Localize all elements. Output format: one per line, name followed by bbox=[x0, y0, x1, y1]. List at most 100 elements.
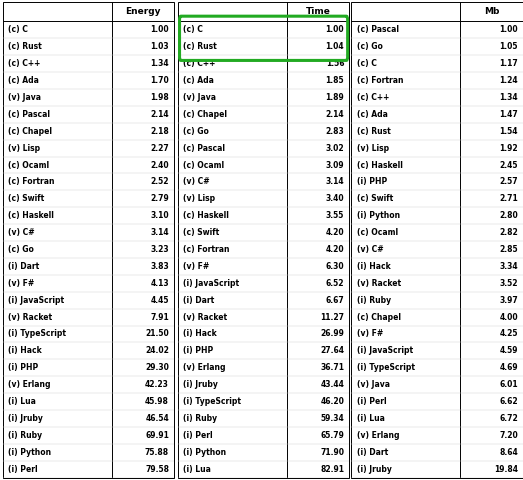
Text: 2.14: 2.14 bbox=[151, 110, 169, 119]
Text: Time: Time bbox=[305, 7, 331, 16]
Text: (i) Dart: (i) Dart bbox=[8, 262, 39, 271]
Text: 6.52: 6.52 bbox=[326, 279, 344, 288]
Text: 21.50: 21.50 bbox=[145, 329, 169, 338]
Text: (v) F#: (v) F# bbox=[357, 329, 383, 338]
Text: 3.97: 3.97 bbox=[499, 296, 518, 305]
Text: (c) Go: (c) Go bbox=[8, 245, 33, 254]
Text: (v) Java: (v) Java bbox=[8, 93, 41, 102]
Text: (v) Erlang: (v) Erlang bbox=[183, 363, 225, 372]
Text: 3.02: 3.02 bbox=[326, 144, 344, 153]
Text: 46.20: 46.20 bbox=[321, 397, 344, 406]
Text: (c) Ocaml: (c) Ocaml bbox=[183, 160, 224, 169]
Text: (c) Chapel: (c) Chapel bbox=[357, 312, 401, 322]
Text: 4.69: 4.69 bbox=[499, 363, 518, 372]
Text: (i) Ruby: (i) Ruby bbox=[183, 414, 217, 423]
Text: (c) Ada: (c) Ada bbox=[357, 110, 388, 119]
Text: 1.89: 1.89 bbox=[325, 93, 344, 102]
Text: (c) Swift: (c) Swift bbox=[183, 228, 219, 237]
Text: 4.00: 4.00 bbox=[499, 312, 518, 322]
Text: (i) Python: (i) Python bbox=[183, 448, 226, 457]
Text: (i) Hack: (i) Hack bbox=[183, 329, 217, 338]
Text: 27.64: 27.64 bbox=[320, 347, 344, 355]
Text: 7.91: 7.91 bbox=[150, 312, 169, 322]
Text: 3.10: 3.10 bbox=[151, 211, 169, 220]
Text: 3.14: 3.14 bbox=[151, 228, 169, 237]
Text: (c) Ada: (c) Ada bbox=[183, 76, 214, 85]
Text: 65.79: 65.79 bbox=[321, 431, 344, 440]
Text: 11.27: 11.27 bbox=[320, 312, 344, 322]
Text: 2.57: 2.57 bbox=[499, 178, 518, 186]
Text: (i) Hack: (i) Hack bbox=[8, 347, 41, 355]
Text: 3.34: 3.34 bbox=[499, 262, 518, 271]
Text: 2.80: 2.80 bbox=[499, 211, 518, 220]
Text: (i) Jruby: (i) Jruby bbox=[183, 380, 218, 389]
Text: (v) Lisp: (v) Lisp bbox=[357, 144, 389, 153]
Text: 2.83: 2.83 bbox=[325, 127, 344, 136]
Text: (c) Pascal: (c) Pascal bbox=[357, 25, 399, 35]
Text: 19.84: 19.84 bbox=[494, 465, 518, 474]
Text: 6.67: 6.67 bbox=[325, 296, 344, 305]
Text: (c) Ada: (c) Ada bbox=[8, 76, 39, 85]
Text: 4.20: 4.20 bbox=[326, 245, 344, 254]
Text: 1.85: 1.85 bbox=[326, 76, 344, 85]
Text: (i) JavaScript: (i) JavaScript bbox=[8, 296, 64, 305]
Text: (c) Rust: (c) Rust bbox=[8, 42, 41, 51]
Text: (v) F#: (v) F# bbox=[183, 262, 209, 271]
Text: (v) Racket: (v) Racket bbox=[8, 312, 52, 322]
Text: 2.52: 2.52 bbox=[151, 178, 169, 186]
Text: (c) Rust: (c) Rust bbox=[183, 42, 217, 51]
Text: 1.04: 1.04 bbox=[326, 42, 344, 51]
Text: (v) C#: (v) C# bbox=[357, 245, 383, 254]
Text: (i) Lua: (i) Lua bbox=[357, 414, 384, 423]
Text: (v) Lisp: (v) Lisp bbox=[183, 194, 215, 204]
Text: 69.91: 69.91 bbox=[145, 431, 169, 440]
Text: (i) PHP: (i) PHP bbox=[8, 363, 38, 372]
Text: (i) Python: (i) Python bbox=[357, 211, 400, 220]
Text: 2.45: 2.45 bbox=[499, 160, 518, 169]
Text: (v) Lisp: (v) Lisp bbox=[8, 144, 40, 153]
Text: (i) Hack: (i) Hack bbox=[357, 262, 390, 271]
Text: (i) Dart: (i) Dart bbox=[357, 448, 388, 457]
Text: 4.59: 4.59 bbox=[499, 347, 518, 355]
Text: 1.03: 1.03 bbox=[151, 42, 169, 51]
Text: Energy: Energy bbox=[125, 7, 161, 16]
Text: 1.17: 1.17 bbox=[499, 59, 518, 68]
Text: 45.98: 45.98 bbox=[145, 397, 169, 406]
Text: 79.58: 79.58 bbox=[145, 465, 169, 474]
Text: (c) Swift: (c) Swift bbox=[8, 194, 44, 204]
Text: 75.88: 75.88 bbox=[145, 448, 169, 457]
Text: (c) Pascal: (c) Pascal bbox=[8, 110, 50, 119]
Text: (c) Go: (c) Go bbox=[183, 127, 209, 136]
Text: 1.05: 1.05 bbox=[499, 42, 518, 51]
Text: (i) TypeScript: (i) TypeScript bbox=[183, 397, 241, 406]
Text: 26.99: 26.99 bbox=[321, 329, 344, 338]
Text: 6.62: 6.62 bbox=[499, 397, 518, 406]
Text: 1.34: 1.34 bbox=[499, 93, 518, 102]
Text: (c) Haskell: (c) Haskell bbox=[183, 211, 229, 220]
Text: (v) Racket: (v) Racket bbox=[357, 279, 401, 288]
Text: (i) Perl: (i) Perl bbox=[183, 431, 212, 440]
Text: (i) Dart: (i) Dart bbox=[183, 296, 214, 305]
Text: (v) Erlang: (v) Erlang bbox=[8, 380, 50, 389]
Text: (c) Haskell: (c) Haskell bbox=[8, 211, 54, 220]
Text: (c) C: (c) C bbox=[8, 25, 28, 35]
Text: (c) Fortran: (c) Fortran bbox=[357, 76, 403, 85]
Text: 2.18: 2.18 bbox=[150, 127, 169, 136]
Text: 82.91: 82.91 bbox=[320, 465, 344, 474]
Text: 1.54: 1.54 bbox=[499, 127, 518, 136]
Text: 3.40: 3.40 bbox=[326, 194, 344, 204]
Text: (i) PHP: (i) PHP bbox=[357, 178, 387, 186]
Text: 3.23: 3.23 bbox=[151, 245, 169, 254]
Text: 1.24: 1.24 bbox=[499, 76, 518, 85]
Text: 24.02: 24.02 bbox=[145, 347, 169, 355]
Text: 7.20: 7.20 bbox=[499, 431, 518, 440]
Text: 1.00: 1.00 bbox=[151, 25, 169, 35]
Text: 2.71: 2.71 bbox=[499, 194, 518, 204]
Text: (i) PHP: (i) PHP bbox=[183, 347, 213, 355]
Text: 2.14: 2.14 bbox=[326, 110, 344, 119]
Text: (i) TypeScript: (i) TypeScript bbox=[357, 363, 415, 372]
Text: (i) JavaScript: (i) JavaScript bbox=[183, 279, 239, 288]
Text: (i) Jruby: (i) Jruby bbox=[357, 465, 392, 474]
Text: 6.72: 6.72 bbox=[499, 414, 518, 423]
Text: (i) Perl: (i) Perl bbox=[8, 465, 37, 474]
